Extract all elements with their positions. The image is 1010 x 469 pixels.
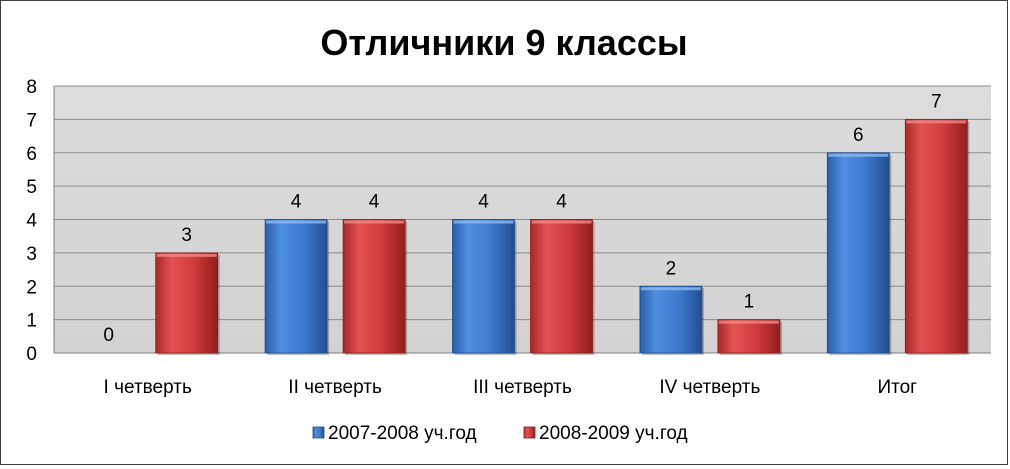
bar	[826, 152, 890, 354]
bar	[452, 219, 515, 354]
bar	[717, 319, 781, 354]
data-label: 4	[291, 192, 302, 213]
y-tick-label: 1	[26, 311, 37, 332]
data-label: 4	[556, 192, 567, 213]
legend-label: 2008-2009 уч.год	[539, 423, 688, 444]
bar-highlight	[828, 153, 889, 157]
bar	[530, 219, 593, 354]
x-tick-label: I четверть	[104, 377, 192, 398]
bar-highlight	[718, 320, 779, 324]
bar-highlight	[344, 220, 405, 224]
y-tick-label: 7	[26, 110, 37, 131]
data-labels: 0 3 4 4 4 4 2 1 6 7	[103, 91, 941, 346]
x-tick-label: Итог	[877, 377, 917, 398]
bar	[342, 219, 406, 354]
y-tick-label: 2	[26, 277, 37, 298]
y-tick-label: 6	[26, 144, 37, 165]
bar-highlight	[266, 220, 327, 224]
data-label: 4	[369, 192, 380, 213]
bar	[264, 219, 328, 354]
legend-swatch	[523, 426, 536, 439]
y-tick-label: 4	[26, 211, 37, 232]
x-axis: I четверть II четверть III четверть IV четв…	[104, 377, 918, 398]
x-tick-label: II четверть	[288, 377, 382, 398]
bar-highlight	[156, 253, 217, 257]
y-tick-label: 8	[26, 77, 37, 98]
data-label: 4	[478, 192, 489, 213]
bar-highlight	[453, 220, 514, 224]
chart-title: Отличники 9 классы	[320, 22, 687, 63]
data-label: 0	[103, 325, 114, 346]
bar	[904, 118, 968, 354]
bar-highlight	[906, 120, 967, 124]
data-label: 6	[853, 125, 864, 146]
bar-highlight	[531, 220, 592, 224]
bar	[155, 252, 219, 354]
y-tick-label: 3	[26, 244, 37, 265]
data-label: 1	[744, 292, 755, 313]
x-tick-label: IV четверть	[659, 377, 760, 398]
y-tick-label: 0	[26, 344, 37, 365]
bar-highlight	[640, 287, 701, 291]
y-tick-label: 5	[26, 177, 37, 198]
legend: 2007-2008 уч.год 2008-2009 уч.год	[312, 423, 688, 444]
bar	[639, 285, 703, 354]
bars	[155, 118, 970, 355]
legend-swatch	[312, 426, 325, 439]
data-label: 7	[931, 91, 942, 112]
x-tick-label: III четверть	[473, 377, 572, 398]
data-label: 3	[181, 225, 192, 246]
data-label: 2	[666, 258, 677, 279]
legend-label: 2007-2008 уч.год	[328, 423, 477, 444]
